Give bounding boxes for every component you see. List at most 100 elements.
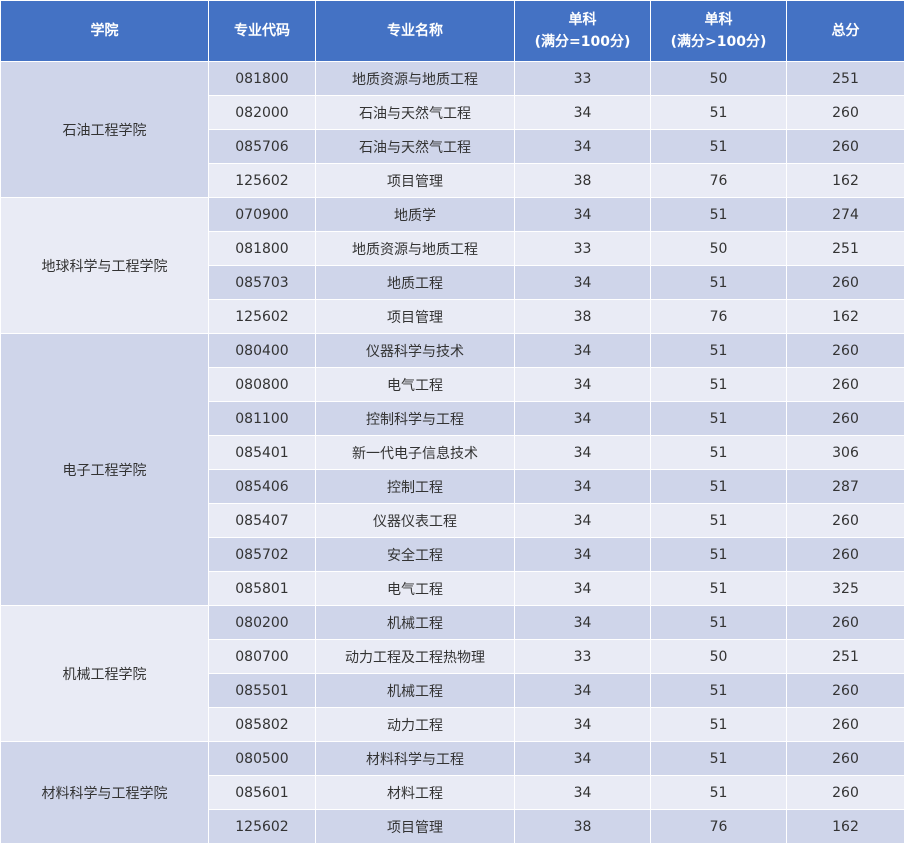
single-over-100-cell: 51 — [650, 673, 787, 708]
table-row: 125602 项目管理 38 76 162 — [1, 299, 904, 334]
code-cell: 125602 — [208, 163, 316, 198]
total-cell: 260 — [786, 265, 904, 300]
table-row: 机械工程学院 080200 机械工程 34 51 260 — [0, 605, 904, 742]
major-name-cell: 安全工程 — [315, 537, 515, 572]
table-row: 085802 动力工程 34 51 260 — [1, 707, 904, 742]
single-100-cell: 38 — [514, 299, 651, 334]
table-row: 085801 电气工程 34 51 325 — [1, 571, 904, 606]
single-over-100-cell: 76 — [650, 299, 787, 334]
single-100-cell: 34 — [514, 197, 651, 232]
table-row: 085703 地质工程 34 51 260 — [1, 265, 904, 300]
major-name-cell: 机械工程 — [315, 673, 515, 708]
single-over-100-cell: 51 — [650, 775, 787, 810]
code-cell: 085407 — [208, 503, 316, 538]
total-cell: 274 — [786, 197, 904, 232]
single-100-cell: 34 — [514, 129, 651, 164]
header-college: 学院 — [0, 0, 209, 62]
code-cell: 080800 — [208, 367, 316, 402]
single-100-cell: 34 — [514, 741, 651, 776]
code-cell: 085703 — [208, 265, 316, 300]
major-name-cell: 地质学 — [315, 197, 515, 232]
code-cell: 125602 — [208, 299, 316, 334]
total-cell: 260 — [786, 95, 904, 130]
college-cell: 机械工程学院 — [0, 605, 209, 742]
single-over-100-cell: 76 — [650, 809, 787, 844]
single-over-100-cell: 51 — [650, 741, 787, 776]
table-row: 081800 地质资源与地质工程 33 50 251 — [1, 231, 904, 266]
header-single-100: 单科 (满分=100分) — [514, 0, 651, 62]
code-cell: 085706 — [208, 129, 316, 164]
code-cell: 080700 — [208, 639, 316, 674]
major-name-cell: 电气工程 — [315, 571, 515, 606]
college-cell: 地球科学与工程学院 — [0, 197, 209, 334]
major-name-cell: 项目管理 — [315, 809, 515, 844]
total-cell: 260 — [786, 605, 904, 640]
total-cell: 260 — [786, 775, 904, 810]
table-row: 125602 项目管理 38 76 162 — [1, 809, 904, 844]
major-name-cell: 控制工程 — [315, 469, 515, 504]
major-name-cell: 地质资源与地质工程 — [315, 231, 515, 266]
single-over-100-cell: 50 — [650, 639, 787, 674]
code-cell: 085702 — [208, 537, 316, 572]
major-name-cell: 控制科学与工程 — [315, 401, 515, 436]
code-cell: 085601 — [208, 775, 316, 810]
single-over-100-cell: 51 — [650, 197, 787, 232]
total-cell: 260 — [786, 741, 904, 776]
single-100-cell: 34 — [514, 95, 651, 130]
code-cell: 081800 — [208, 61, 316, 96]
table-row: 125602 项目管理 38 76 162 — [1, 163, 904, 198]
table-row: 地球科学与工程学院 070900 地质学 34 51 274 — [0, 197, 904, 334]
code-cell: 085401 — [208, 435, 316, 470]
total-cell: 260 — [786, 129, 904, 164]
table-row: 085706 石油与天然气工程 34 51 260 — [1, 129, 904, 164]
header-single-100-title: 单科 — [568, 12, 597, 28]
table-row: 085406 控制工程 34 51 287 — [1, 469, 904, 504]
table-row: 材料科学与工程学院 080500 材料科学与工程 34 51 260 — [0, 741, 904, 844]
code-cell: 070900 — [208, 197, 316, 232]
header-single-100-note: (满分=100分) — [534, 34, 631, 50]
single-over-100-cell: 51 — [650, 503, 787, 538]
single-over-100-cell: 51 — [650, 129, 787, 164]
single-100-cell: 34 — [514, 333, 651, 368]
total-cell: 260 — [786, 503, 904, 538]
major-name-cell: 仪器仪表工程 — [315, 503, 515, 538]
single-over-100-cell: 51 — [650, 265, 787, 300]
code-cell: 085406 — [208, 469, 316, 504]
major-name-cell: 地质工程 — [315, 265, 515, 300]
header-total: 总分 — [786, 0, 904, 62]
major-name-cell: 项目管理 — [315, 163, 515, 198]
table-row: 082000 石油与天然气工程 34 51 260 — [1, 95, 904, 130]
single-over-100-cell: 76 — [650, 163, 787, 198]
table-row: 电子工程学院 080400 仪器科学与技术 34 51 260 — [0, 333, 904, 606]
single-over-100-cell: 51 — [650, 367, 787, 402]
major-name-cell: 电气工程 — [315, 367, 515, 402]
total-cell: 260 — [786, 401, 904, 436]
major-name-cell: 仪器科学与技术 — [315, 333, 515, 368]
header-single-over-100-note: (满分>100分) — [670, 34, 767, 50]
total-cell: 251 — [786, 231, 904, 266]
table-row: 080800 电气工程 34 51 260 — [1, 367, 904, 402]
single-over-100-cell: 51 — [650, 537, 787, 572]
college-cell: 材料科学与工程学院 — [0, 741, 209, 844]
header-row: 学院 专业代码 专业名称 单科 (满分=100分) 单科 (满分>100分) 总… — [0, 0, 904, 62]
major-name-cell: 动力工程 — [315, 707, 515, 742]
single-100-cell: 34 — [514, 435, 651, 470]
table-row: 085702 安全工程 34 51 260 — [1, 537, 904, 572]
code-cell: 082000 — [208, 95, 316, 130]
table-body: 石油工程学院 081800 地质资源与地质工程 33 50 251 082000 石油与天然气… — [0, 61, 904, 844]
single-over-100-cell: 51 — [650, 333, 787, 368]
single-over-100-cell: 51 — [650, 401, 787, 436]
major-name-cell: 材料工程 — [315, 775, 515, 810]
single-100-cell: 33 — [514, 639, 651, 674]
table-row: 石油工程学院 081800 地质资源与地质工程 33 50 251 — [0, 61, 904, 198]
single-over-100-cell: 51 — [650, 95, 787, 130]
single-over-100-cell: 51 — [650, 707, 787, 742]
major-name-cell: 新一代电子信息技术 — [315, 435, 515, 470]
major-name-cell: 地质资源与地质工程 — [315, 61, 515, 96]
total-cell: 287 — [786, 469, 904, 504]
table-row: 081100 控制科学与工程 34 51 260 — [1, 401, 904, 436]
code-cell: 080400 — [208, 333, 316, 368]
single-over-100-cell: 51 — [650, 435, 787, 470]
single-100-cell: 34 — [514, 707, 651, 742]
major-name-cell: 石油与天然气工程 — [315, 95, 515, 130]
